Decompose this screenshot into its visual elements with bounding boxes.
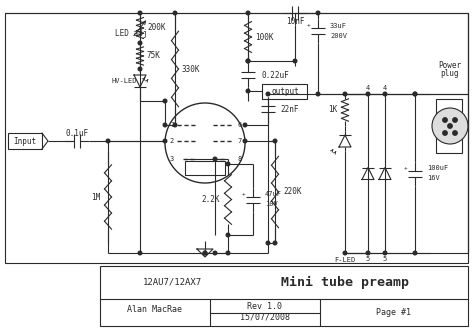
- Text: 0.1uF: 0.1uF: [65, 128, 89, 137]
- Circle shape: [173, 123, 177, 127]
- Circle shape: [246, 11, 250, 15]
- Text: +: +: [403, 165, 407, 170]
- Circle shape: [243, 123, 247, 127]
- Circle shape: [383, 92, 387, 96]
- Circle shape: [266, 241, 270, 245]
- Text: 4: 4: [383, 85, 387, 91]
- Circle shape: [213, 251, 217, 255]
- Text: 10V: 10V: [265, 202, 278, 208]
- Text: 1M: 1M: [91, 193, 100, 202]
- Circle shape: [203, 251, 207, 255]
- Bar: [8, 133, 42, 149]
- Circle shape: [173, 11, 177, 15]
- Circle shape: [343, 92, 347, 96]
- Text: plug: plug: [441, 70, 459, 78]
- Text: 330K: 330K: [182, 65, 201, 73]
- Circle shape: [226, 251, 230, 255]
- Text: 12AU7/12AX7: 12AU7/12AX7: [143, 278, 201, 287]
- Circle shape: [273, 241, 277, 245]
- Text: Rev 1.0: Rev 1.0: [247, 302, 283, 311]
- Text: 220K: 220K: [283, 187, 301, 197]
- Circle shape: [316, 11, 320, 15]
- Circle shape: [453, 118, 457, 122]
- Circle shape: [383, 251, 387, 255]
- Circle shape: [266, 92, 270, 96]
- Text: 15/07/2008: 15/07/2008: [240, 312, 290, 321]
- Bar: [100, 266, 468, 326]
- Circle shape: [213, 157, 217, 161]
- Text: Alan MacRae: Alan MacRae: [128, 305, 182, 314]
- Circle shape: [163, 99, 167, 103]
- Text: 100K: 100K: [255, 32, 273, 41]
- Text: 5: 5: [366, 256, 370, 262]
- Text: 100uF: 100uF: [427, 166, 448, 171]
- Text: 6: 6: [238, 122, 242, 128]
- Bar: [185, 161, 225, 175]
- Circle shape: [343, 251, 347, 255]
- Circle shape: [246, 59, 250, 63]
- Circle shape: [138, 251, 142, 255]
- Circle shape: [246, 59, 250, 63]
- Circle shape: [138, 11, 142, 15]
- Text: 75K: 75K: [147, 52, 161, 61]
- Text: Page #1: Page #1: [376, 308, 411, 317]
- Text: 8: 8: [238, 156, 242, 162]
- Text: 5: 5: [383, 256, 387, 262]
- Circle shape: [366, 251, 370, 255]
- Circle shape: [246, 89, 250, 93]
- Text: Input: Input: [13, 136, 36, 146]
- Text: 200K: 200K: [147, 24, 165, 32]
- Text: 200V: 200V: [330, 33, 347, 39]
- Text: Power: Power: [438, 62, 462, 71]
- Text: 3: 3: [170, 156, 174, 162]
- Text: 16V: 16V: [427, 175, 440, 181]
- Text: Mini tube preamp: Mini tube preamp: [281, 276, 409, 289]
- Text: +: +: [306, 23, 310, 27]
- Text: 47uF: 47uF: [265, 192, 282, 198]
- Circle shape: [203, 251, 207, 255]
- Circle shape: [106, 139, 110, 143]
- Text: 0.22uF: 0.22uF: [262, 71, 290, 79]
- Circle shape: [243, 139, 247, 143]
- Text: 10nF: 10nF: [286, 17, 304, 25]
- Text: 7: 7: [238, 138, 242, 144]
- Text: 1K: 1K: [328, 106, 337, 115]
- Circle shape: [163, 139, 167, 143]
- Text: 22nF: 22nF: [280, 105, 299, 114]
- Text: LED adj: LED adj: [115, 28, 147, 37]
- Text: 2: 2: [170, 138, 174, 144]
- Bar: [5, 13, 468, 263]
- Circle shape: [448, 124, 452, 128]
- Text: 4: 4: [366, 85, 370, 91]
- Text: 33uF: 33uF: [330, 23, 347, 29]
- Circle shape: [443, 118, 447, 122]
- Text: HV-LED: HV-LED: [111, 78, 137, 84]
- Circle shape: [443, 131, 447, 135]
- Circle shape: [163, 123, 167, 127]
- Circle shape: [366, 92, 370, 96]
- Text: 2.2K: 2.2K: [201, 195, 220, 204]
- Circle shape: [413, 92, 417, 96]
- Circle shape: [138, 41, 142, 45]
- Text: output: output: [271, 86, 299, 96]
- Circle shape: [453, 131, 457, 135]
- Bar: [436, 99, 462, 153]
- Circle shape: [138, 67, 142, 71]
- Text: F-LED: F-LED: [334, 257, 356, 263]
- Circle shape: [413, 92, 417, 96]
- Text: 1: 1: [170, 122, 174, 128]
- Circle shape: [226, 162, 230, 166]
- Circle shape: [226, 233, 230, 237]
- Circle shape: [316, 92, 320, 96]
- Text: +: +: [241, 191, 245, 196]
- Circle shape: [432, 108, 468, 144]
- Circle shape: [273, 139, 277, 143]
- Circle shape: [293, 59, 297, 63]
- Circle shape: [413, 251, 417, 255]
